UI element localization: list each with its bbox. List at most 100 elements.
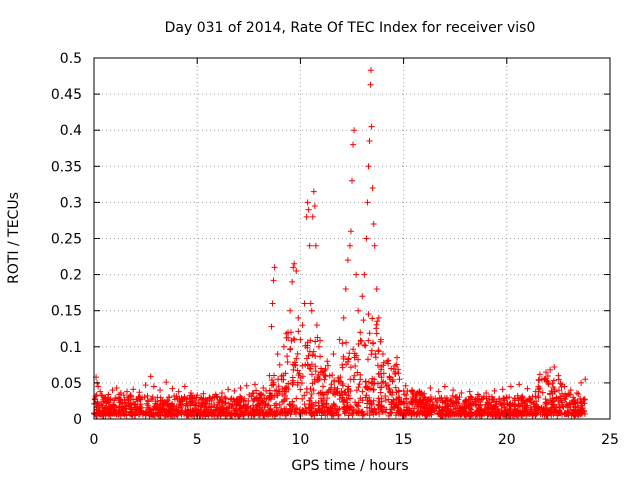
data-point xyxy=(524,385,531,392)
data-point xyxy=(361,341,368,348)
data-point xyxy=(184,395,191,402)
data-point xyxy=(297,336,304,343)
data-point xyxy=(507,406,514,413)
data-point xyxy=(433,399,440,406)
data-point xyxy=(568,409,575,416)
data-point xyxy=(582,376,589,383)
data-point xyxy=(308,361,315,368)
data-point xyxy=(366,138,373,145)
data-point xyxy=(103,399,110,406)
data-point xyxy=(119,400,126,407)
data-point xyxy=(147,373,154,380)
data-point xyxy=(263,387,270,394)
data-point xyxy=(268,382,275,389)
y-tick-label: 0.15 xyxy=(51,304,82,320)
data-point xyxy=(362,384,369,391)
data-point xyxy=(489,396,496,403)
data-point xyxy=(405,409,412,416)
data-point xyxy=(293,267,300,274)
data-point xyxy=(99,402,106,409)
data-point xyxy=(575,390,582,397)
data-point xyxy=(441,383,448,390)
data-point xyxy=(189,393,196,400)
data-point xyxy=(390,376,397,383)
data-point xyxy=(475,397,482,404)
data-point xyxy=(365,337,372,344)
data-point xyxy=(414,403,421,410)
data-point xyxy=(355,384,362,391)
y-tick-label: 0.35 xyxy=(51,159,82,175)
data-point xyxy=(506,394,513,401)
chart-title: Day 031 of 2014, Rate Of TEC Index for r… xyxy=(165,20,536,36)
data-point xyxy=(196,399,203,406)
data-point xyxy=(308,371,315,378)
data-point xyxy=(345,355,352,362)
data-point xyxy=(365,311,372,318)
data-point xyxy=(268,323,275,330)
data-point xyxy=(351,127,358,134)
data-point xyxy=(350,346,357,353)
data-point xyxy=(181,383,188,390)
data-point xyxy=(373,321,380,328)
data-point xyxy=(547,391,554,398)
data-point xyxy=(339,394,346,401)
data-point xyxy=(555,372,562,379)
data-point xyxy=(545,399,552,406)
data-point xyxy=(301,300,308,307)
data-point xyxy=(308,401,315,408)
data-point xyxy=(562,410,569,417)
data-point xyxy=(536,371,543,378)
data-point xyxy=(371,380,378,387)
data-point xyxy=(337,374,344,381)
y-tick-label: 0.05 xyxy=(51,376,82,392)
data-point xyxy=(285,409,292,416)
data-point xyxy=(370,221,377,228)
data-point xyxy=(130,386,137,393)
data-point xyxy=(392,384,399,391)
data-point xyxy=(305,206,312,213)
data-point xyxy=(290,264,297,271)
data-point xyxy=(483,390,490,397)
data-point xyxy=(368,407,375,414)
data-point xyxy=(360,317,367,324)
data-point xyxy=(388,365,395,372)
data-point xyxy=(535,392,542,399)
data-point xyxy=(353,387,360,394)
data-point xyxy=(160,404,167,411)
data-point xyxy=(566,400,573,407)
data-point xyxy=(293,355,300,362)
data-point xyxy=(330,412,337,419)
data-point xyxy=(579,405,586,412)
data-point xyxy=(362,342,369,349)
data-point xyxy=(309,401,316,408)
data-point xyxy=(524,406,531,413)
data-point xyxy=(178,409,185,416)
data-point xyxy=(347,395,354,402)
data-point xyxy=(511,403,518,410)
data-point xyxy=(136,395,143,402)
data-point xyxy=(346,350,353,357)
data-point xyxy=(397,410,404,417)
data-point xyxy=(339,340,346,347)
data-point xyxy=(349,177,355,184)
data-point xyxy=(207,409,214,416)
data-point xyxy=(278,376,285,383)
data-point xyxy=(145,404,152,411)
data-point xyxy=(152,411,159,418)
data-point xyxy=(248,412,255,419)
data-point xyxy=(218,410,225,417)
data-point xyxy=(359,412,366,419)
data-point xyxy=(237,408,244,415)
data-point xyxy=(261,404,268,411)
data-point xyxy=(367,81,374,88)
data-point xyxy=(493,410,500,417)
data-point xyxy=(308,391,315,398)
data-point xyxy=(332,391,339,398)
data-point xyxy=(165,394,172,401)
data-point xyxy=(319,383,326,390)
y-tick-label: 0.2 xyxy=(60,268,82,284)
data-point xyxy=(373,286,380,293)
data-point xyxy=(191,412,198,419)
data-point xyxy=(427,384,434,391)
data-point xyxy=(476,404,483,411)
